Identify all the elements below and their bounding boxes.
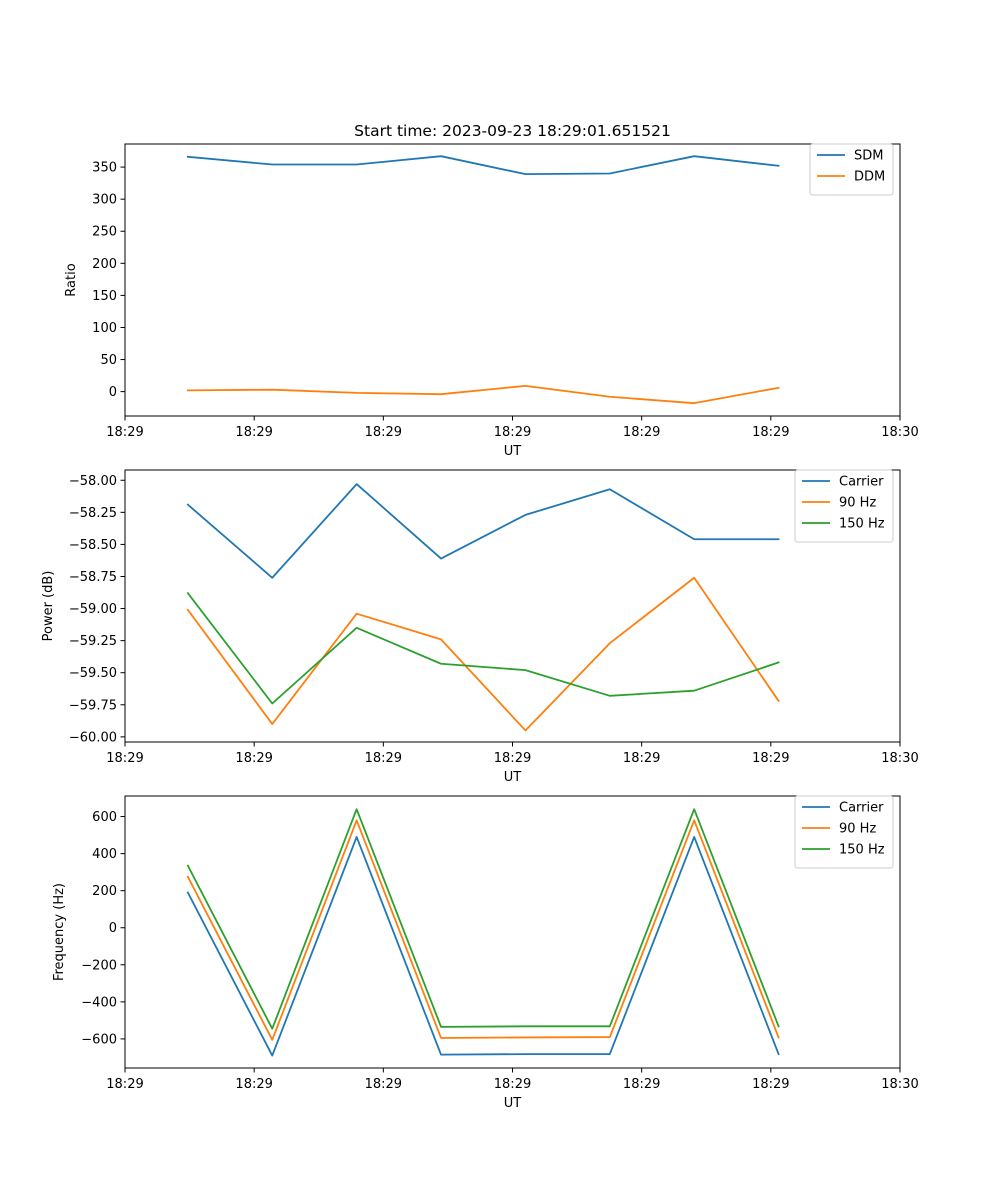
x-tick-label: 18:29 (106, 751, 143, 766)
legend: Carrier 90 Hz 150 Hz (794, 795, 894, 869)
y-tick-label: 250 (92, 225, 117, 240)
y-tick-label: 100 (92, 321, 117, 336)
x-tick-label: 18:29 (365, 751, 402, 766)
legend-label: DDM (854, 170, 885, 185)
x-tick-label: 18:29 (623, 751, 660, 766)
legend-box (794, 469, 894, 543)
x-tick-label: 18:29 (752, 751, 789, 766)
x-tick-label: 18:29 (106, 1077, 143, 1092)
y-tick-label: −58.25 (69, 506, 117, 521)
y-tick-label: 400 (92, 847, 117, 862)
y-axis-label: Frequency (Hz) (52, 883, 67, 981)
y-axis-label: Ratio (64, 263, 79, 296)
x-tick-label: 18:29 (235, 425, 272, 440)
x-axis-label: UT (504, 1096, 522, 1111)
legend-label: 150 Hz (839, 843, 885, 858)
x-axis-label: UT (504, 770, 522, 785)
legend-label: 90 Hz (839, 496, 876, 511)
y-tick-label: 0 (109, 921, 117, 936)
y-tick-label: −59.50 (69, 666, 117, 681)
y-tick-label: −58.75 (69, 570, 117, 585)
y-tick-label: 350 (92, 161, 117, 176)
y-axis-label: Power (dB) (41, 571, 56, 642)
y-tick-label: 600 (92, 810, 117, 825)
legend-label: 90 Hz (839, 822, 876, 837)
x-tick-label: 18:29 (623, 425, 660, 440)
frequency-panel: 18:29 18:29 18:29 18:29 18:29 18:29 18:30 −600 −… (52, 795, 919, 1111)
series-line-150-hz (186, 808, 780, 1030)
x-tick-label: 18:29 (623, 1077, 660, 1092)
x-tick-label: 18:29 (494, 751, 531, 766)
y-tick-label: −60.00 (69, 730, 117, 745)
x-tick-label: 18:29 (235, 1077, 272, 1092)
x-tick-label: 18:29 (365, 425, 402, 440)
y-tick-label: −59.25 (69, 634, 117, 649)
x-tick-label: 18:30 (881, 751, 918, 766)
series-line-150-hz (186, 591, 780, 705)
x-tick-label: 18:29 (365, 1077, 402, 1092)
y-tick-label: 300 (92, 193, 117, 208)
y-tick-label: −59.00 (69, 602, 117, 617)
series-line-carrier (186, 483, 780, 579)
legend-label: 150 Hz (839, 517, 885, 532)
y-tick-label: 50 (100, 353, 117, 368)
x-tick-label: 18:29 (235, 751, 272, 766)
legend-label: Carrier (839, 475, 884, 490)
y-tick-label: −58.00 (69, 474, 117, 489)
chart-title: Start time: 2023-09-23 18:29:01.651521 (354, 122, 671, 140)
series-line-carrier (186, 836, 780, 1057)
series-line-90-hz (186, 819, 780, 1041)
plot-area (125, 796, 900, 1068)
legend: Carrier 90 Hz 150 Hz (794, 469, 894, 543)
y-tick-label: 200 (92, 257, 117, 272)
y-tick-label: 0 (109, 385, 117, 400)
ratio-panel: 18:29 18:29 18:29 18:29 18:29 18:29 18:30 0 50 10… (64, 143, 919, 459)
plot-area (125, 470, 900, 742)
x-tick-label: 18:30 (881, 1077, 918, 1092)
y-tick-label: 200 (92, 884, 117, 899)
y-tick-label: −200 (81, 958, 117, 973)
y-tick-label: −600 (81, 1032, 117, 1047)
series-line-sdm (186, 155, 780, 176)
x-tick-label: 18:29 (106, 425, 143, 440)
legend-label: SDM (854, 149, 883, 164)
legend-box (794, 795, 894, 869)
x-tick-label: 18:29 (494, 1077, 531, 1092)
plot-area (125, 144, 900, 416)
legend-label: Carrier (839, 801, 884, 816)
x-tick-label: 18:29 (752, 1077, 789, 1092)
x-tick-label: 18:30 (881, 425, 918, 440)
x-tick-label: 18:29 (494, 425, 531, 440)
y-tick-label: −400 (81, 995, 117, 1010)
y-tick-label: −58.50 (69, 538, 117, 553)
x-axis-label: UT (504, 444, 522, 459)
y-tick-label: −59.75 (69, 698, 117, 713)
legend-box (809, 143, 894, 196)
x-tick-label: 18:29 (752, 425, 789, 440)
series-line-ddm (186, 384, 780, 405)
series-line-90-hz (186, 576, 780, 732)
legend: SDM DDM (809, 143, 894, 196)
y-tick-label: 150 (92, 289, 117, 304)
power-panel: 18:29 18:29 18:29 18:29 18:29 18:29 18:30 −60.0… (41, 469, 919, 785)
